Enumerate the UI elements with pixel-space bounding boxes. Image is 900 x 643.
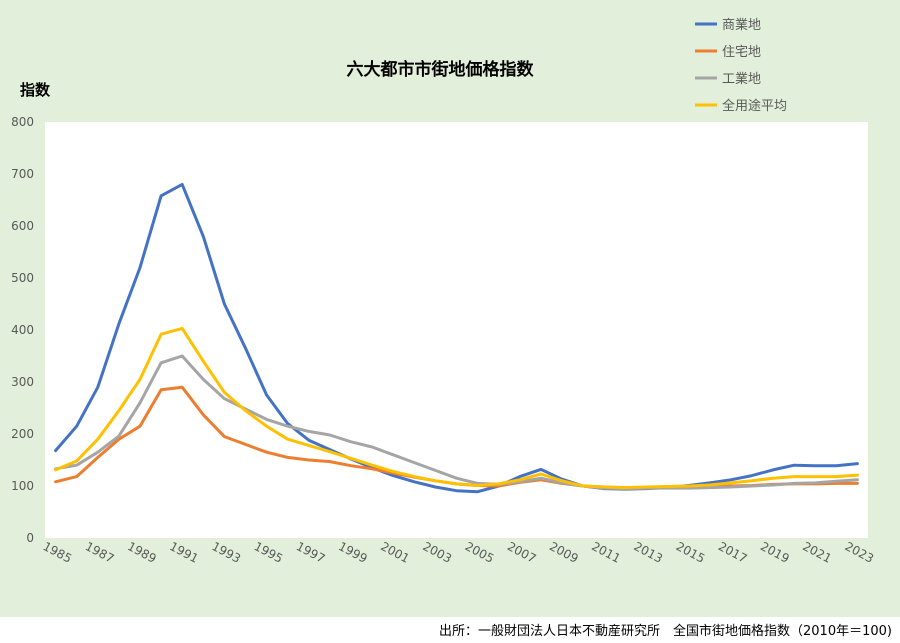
- x-tick-label: 2007: [505, 539, 539, 566]
- y-tick-label: 200: [11, 427, 34, 441]
- legend-label: 全用途平均: [722, 98, 787, 114]
- chart-title: 六大都市市街地価格指数: [347, 59, 535, 80]
- series-lines: [54, 182, 859, 494]
- x-tick-label: 2015: [674, 539, 708, 566]
- x-tick-label: 1985: [41, 539, 75, 566]
- series-line-0: [54, 182, 859, 494]
- source-note: 出所：一般財団法人日本不動産研究所 全国市街地価格指数（2010年＝100): [439, 624, 892, 639]
- x-tick-label: 1989: [125, 539, 159, 566]
- line-chart: 六大都市市街地価格指数 指数 0 100 200 300 400 500 600 700 800…: [11, 17, 876, 566]
- x-axis: 1985 1987 1989 1991 1993 1995 1997 1999 2001 2003…: [41, 539, 876, 566]
- x-tick-label: 1991: [167, 539, 201, 566]
- y-tick-label: 0: [26, 531, 34, 545]
- series-line-3: [54, 326, 859, 490]
- x-tick-label: 1987: [83, 539, 117, 566]
- x-tick-label: 1997: [294, 539, 328, 566]
- y-axis-label: 指数: [20, 81, 51, 99]
- x-tick-label: 2011: [589, 539, 623, 566]
- y-tick-label: 100: [11, 479, 34, 493]
- legend-label: 商業地: [722, 17, 761, 33]
- legend-label: 住宅地: [722, 45, 761, 60]
- y-tick-label: 600: [11, 219, 34, 233]
- x-tick-label: 2009: [547, 539, 581, 566]
- x-tick-label: 2023: [843, 539, 877, 566]
- y-tick-label: 800: [11, 115, 34, 129]
- x-tick-label: 2019: [758, 539, 792, 566]
- x-tick-label: 2001: [378, 539, 412, 566]
- legend-label: 工業地: [722, 71, 761, 87]
- y-tick-label: 500: [11, 271, 34, 285]
- y-axis: 0 100 200 300 400 500 600 700 800: [11, 115, 34, 545]
- x-tick-label: 2021: [800, 539, 834, 566]
- y-tick-label: 300: [11, 375, 34, 389]
- x-tick-label: 2005: [463, 539, 497, 566]
- x-tick-label: 2017: [716, 539, 750, 566]
- y-tick-label: 400: [11, 323, 34, 337]
- x-tick-label: 2013: [632, 539, 666, 566]
- y-tick-label: 700: [11, 167, 34, 181]
- series-line-2: [54, 354, 859, 491]
- x-tick-label: 1995: [252, 539, 286, 566]
- x-tick-label: 1993: [209, 539, 243, 566]
- x-tick-label: 2003: [421, 539, 455, 566]
- x-tick-label: 1999: [336, 539, 370, 566]
